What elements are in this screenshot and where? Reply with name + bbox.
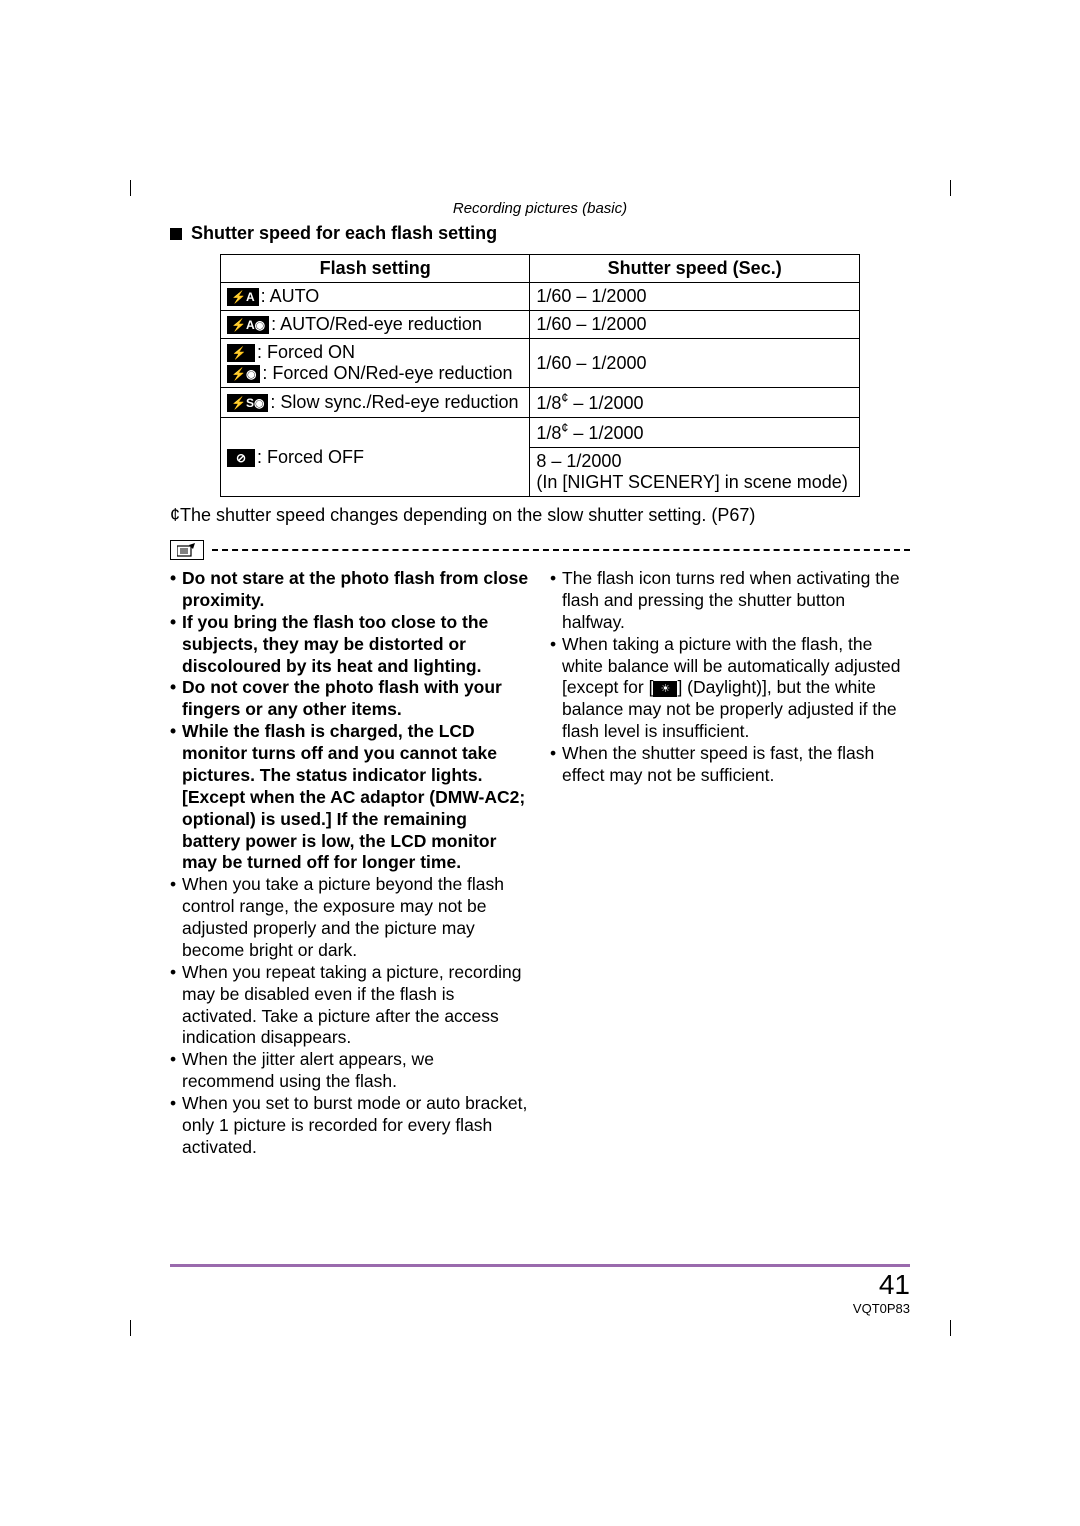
- speed-cell: 1/60 – 1/2000: [530, 311, 860, 339]
- speed-cell: 1/60 – 1/2000: [530, 339, 860, 388]
- note-item: While the flash is charged, the LCD moni…: [170, 721, 530, 874]
- speed-cell: 1/8¢ – 1/2000: [530, 418, 860, 448]
- speed-cell: 1/8¢ – 1/2000: [530, 388, 860, 418]
- flash-auto-redeye-icon: ⚡A◉: [227, 316, 269, 334]
- note-item: Do not cover the photo flash with your f…: [170, 677, 530, 721]
- flash-setting-cell: ⚡A◉: AUTO/Red-eye reduction: [221, 311, 530, 339]
- table-row: ⚡A: AUTO 1/60 – 1/2000: [221, 283, 860, 311]
- breadcrumb: Recording pictures (basic): [170, 200, 910, 217]
- crop-mark: [950, 1320, 951, 1336]
- table-row: ⚡A◉: AUTO/Red-eye reduction 1/60 – 1/200…: [221, 311, 860, 339]
- flash-setting-cell: ⚡S◉: Slow sync./Red-eye reduction: [221, 388, 530, 418]
- flash-forced-redeye-icon: ⚡◉: [227, 365, 260, 383]
- note-item: When the jitter alert appears, we recomm…: [170, 1049, 530, 1093]
- note-item: If you bring the flash too close to the …: [170, 612, 530, 678]
- flash-setting-cell: ⚡ : Forced ON ⚡◉: Forced ON/Red-eye redu…: [221, 339, 530, 388]
- flash-slow-redeye-icon: ⚡S◉: [227, 394, 268, 412]
- col-header-speed: Shutter speed (Sec.): [530, 255, 860, 283]
- note-item: When the shutter speed is fast, the flas…: [550, 743, 910, 787]
- note-item: When you repeat taking a picture, record…: [170, 962, 530, 1050]
- page-content: Recording pictures (basic) Shutter speed…: [0, 0, 1080, 1159]
- col-header-flash: Flash setting: [221, 255, 530, 283]
- table-footnote: ¢The shutter speed changes depending on …: [170, 505, 910, 526]
- section-title: Shutter speed for each flash setting: [170, 223, 910, 244]
- page-number: 41: [170, 1269, 910, 1301]
- speed-cell: 1/60 – 1/2000: [530, 283, 860, 311]
- flash-setting-cell: ⚡A: AUTO: [221, 283, 530, 311]
- table-row: ⊘: Forced OFF 1/8¢ – 1/2000: [221, 418, 860, 448]
- note-item: Do not stare at the photo flash from clo…: [170, 568, 530, 612]
- note-item: When you set to burst mode or auto brack…: [170, 1093, 530, 1159]
- crop-mark: [950, 180, 951, 196]
- left-column: Do not stare at the photo flash from clo…: [170, 568, 530, 1159]
- table-row: ⚡ : Forced ON ⚡◉: Forced ON/Red-eye redu…: [221, 339, 860, 388]
- flash-settings-table: Flash setting Shutter speed (Sec.) ⚡A: A…: [220, 254, 860, 497]
- section-title-text: Shutter speed for each flash setting: [191, 223, 497, 243]
- note-divider: [170, 540, 910, 560]
- flash-off-icon: ⊘: [227, 449, 255, 467]
- doc-code: VQT0P83: [170, 1301, 910, 1316]
- notes-columns: Do not stare at the photo flash from clo…: [170, 568, 910, 1159]
- flash-forced-icon: ⚡: [227, 344, 255, 362]
- flash-auto-icon: ⚡A: [227, 288, 259, 306]
- speed-cell: 8 – 1/2000(In [NIGHT SCENERY] in scene m…: [530, 448, 860, 497]
- table-row: ⚡S◉: Slow sync./Red-eye reduction 1/8¢ –…: [221, 388, 860, 418]
- flash-setting-cell: ⊘: Forced OFF: [221, 418, 530, 497]
- note-item: When you take a picture beyond the flash…: [170, 874, 530, 962]
- note-item: The flash icon turns red when activating…: [550, 568, 910, 634]
- note-item: When taking a picture with the flash, th…: [550, 634, 910, 743]
- dashes-icon: [212, 549, 910, 551]
- right-column: The flash icon turns red when activating…: [550, 568, 910, 1159]
- page-footer: 41 VQT0P83: [170, 1267, 910, 1316]
- square-bullet-icon: [170, 228, 182, 240]
- table-header-row: Flash setting Shutter speed (Sec.): [221, 255, 860, 283]
- crop-mark: [130, 1320, 131, 1336]
- daylight-icon: ☀: [653, 681, 677, 697]
- note-icon: [170, 540, 204, 560]
- crop-mark: [130, 180, 131, 196]
